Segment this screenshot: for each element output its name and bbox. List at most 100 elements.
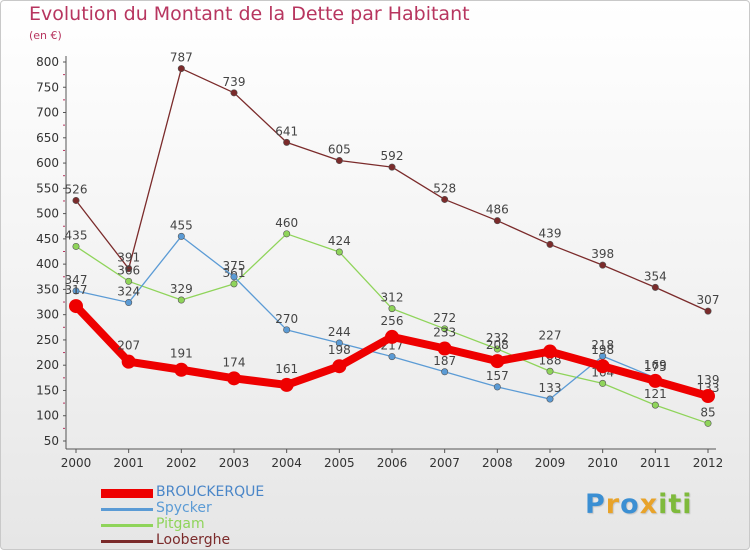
data-point	[441, 195, 449, 203]
data-label: 486	[486, 203, 509, 217]
data-point	[441, 368, 449, 376]
y-tick-label: 800	[36, 55, 59, 69]
data-point	[283, 138, 291, 146]
y-tick-label: 400	[36, 257, 59, 271]
data-label: 207	[117, 339, 140, 353]
logo-letter: t	[668, 489, 683, 520]
data-label: 139	[697, 373, 720, 387]
logo-letter: i	[658, 489, 669, 520]
y-tick-label: 450	[36, 232, 59, 246]
data-label: 605	[328, 143, 351, 157]
data-label: 787	[170, 51, 193, 65]
chart-title: Evolution du Montant de la Dette par Hab…	[29, 3, 470, 25]
data-point	[595, 359, 610, 374]
y-tick-label: 600	[36, 156, 59, 170]
data-label: 366	[117, 263, 140, 277]
x-tick-label: 2010	[587, 456, 618, 470]
data-label: 347	[65, 273, 88, 287]
data-label: 435	[65, 228, 88, 242]
legend-swatch	[101, 540, 153, 543]
data-point	[493, 345, 501, 353]
x-tick-label: 2002	[166, 456, 197, 470]
legend-label: Pitgam	[156, 516, 205, 532]
chart-unit-label: (en €)	[29, 29, 62, 42]
legend-label: Looberghe	[156, 532, 231, 548]
data-point	[177, 296, 185, 304]
legend-label: BROUCKERQUE	[156, 484, 265, 500]
data-label: 198	[591, 343, 614, 357]
data-point	[546, 395, 554, 403]
data-label: 324	[117, 285, 140, 299]
data-point	[72, 196, 80, 204]
y-tick-label: 500	[36, 207, 59, 221]
data-point	[599, 379, 607, 387]
data-label: 460	[275, 216, 298, 230]
data-point	[335, 339, 343, 347]
data-label: 121	[644, 387, 667, 401]
data-point	[125, 277, 133, 285]
data-label: 218	[591, 338, 614, 352]
data-label: 439	[539, 226, 562, 240]
data-label: 307	[697, 293, 720, 307]
data-label: 157	[486, 369, 509, 383]
data-point	[177, 232, 185, 240]
data-point	[283, 230, 291, 238]
data-label: 233	[433, 326, 456, 340]
legend-swatch	[101, 489, 153, 498]
data-label: 375	[223, 259, 246, 273]
y-tick-label: 250	[36, 333, 59, 347]
x-tick-label: 2007	[429, 456, 460, 470]
x-tick-label: 2012	[693, 456, 724, 470]
logo-letter: P	[585, 489, 606, 520]
data-label: 191	[170, 347, 193, 361]
y-tick-label: 750	[36, 80, 59, 94]
data-point	[437, 341, 452, 356]
data-label: 161	[275, 362, 298, 376]
x-tick-label: 2011	[640, 456, 671, 470]
y-tick-label: 200	[36, 358, 59, 372]
data-point	[493, 383, 501, 391]
data-label: 641	[275, 124, 298, 138]
data-label: 133	[539, 381, 562, 395]
data-label: 85	[700, 405, 715, 419]
data-point	[648, 373, 663, 388]
data-point	[651, 283, 659, 291]
y-tick-label: 50	[44, 434, 59, 448]
data-point	[441, 325, 449, 333]
data-point	[227, 371, 241, 386]
data-label: 208	[486, 338, 509, 352]
logo-letter: o	[620, 489, 640, 520]
x-tick-label: 2008	[482, 456, 513, 470]
data-point	[388, 305, 396, 313]
data-label: 398	[591, 247, 614, 261]
x-tick-label: 2004	[271, 456, 302, 470]
data-label: 227	[539, 329, 562, 343]
data-label: 187	[433, 354, 456, 368]
data-point	[279, 377, 294, 392]
data-point	[230, 89, 238, 97]
x-tick-label: 2009	[535, 456, 566, 470]
data-point	[388, 353, 396, 361]
data-point	[230, 280, 238, 288]
data-point	[230, 273, 238, 281]
data-label: 312	[381, 291, 404, 305]
x-tick-label: 2000	[61, 456, 92, 470]
y-tick-label: 150	[36, 383, 59, 397]
x-tick-label: 2003	[219, 456, 250, 470]
logo-letter: i	[682, 489, 693, 520]
data-point	[385, 329, 399, 344]
data-point	[72, 287, 80, 295]
data-point	[121, 354, 136, 369]
data-label: 198	[328, 343, 351, 357]
data-point	[72, 242, 80, 250]
data-label: 169	[644, 358, 667, 372]
data-point	[599, 261, 607, 269]
data-point	[174, 362, 189, 377]
y-tick-label: 550	[36, 181, 59, 195]
data-label: 174	[223, 355, 246, 369]
data-label: 424	[328, 234, 351, 248]
proxiti-logo: Proxiti	[585, 489, 693, 520]
data-label: 354	[644, 269, 667, 283]
data-point	[335, 248, 343, 256]
